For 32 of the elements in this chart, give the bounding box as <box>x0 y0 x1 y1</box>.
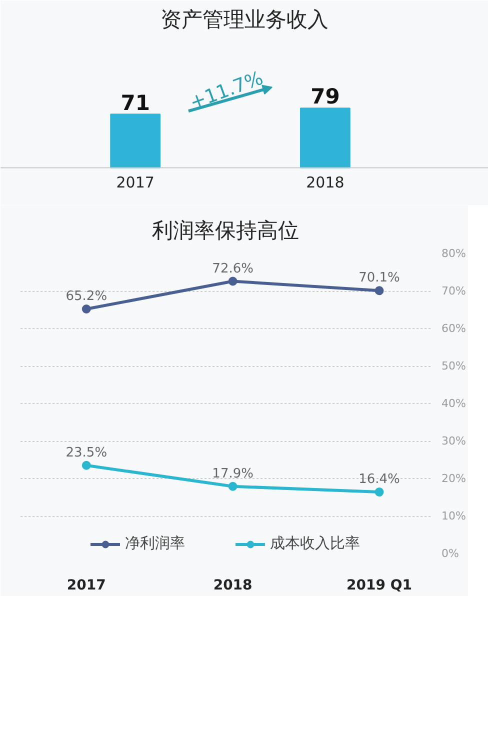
point <box>82 460 91 470</box>
point <box>228 276 238 286</box>
point <box>228 482 238 491</box>
data-label: 17.9% <box>212 466 254 482</box>
point <box>374 488 384 496</box>
data-label: 72.6% <box>212 261 254 276</box>
y-tick-label: 50% <box>442 360 466 372</box>
chart-title: 资产管理业务收入 <box>160 8 328 32</box>
point <box>82 304 91 314</box>
x-tick-label: 2019 Q1 <box>346 578 412 594</box>
y-tick-label: 70% <box>442 284 466 298</box>
y-tick-label: 60% <box>442 322 466 335</box>
y-tick-label: 40% <box>442 397 466 410</box>
data-label: 65.2% <box>66 289 108 304</box>
data-label: 16.4% <box>358 472 400 487</box>
y-tick-label: 80% <box>442 247 466 260</box>
x-tick-label: 2017 <box>116 174 154 192</box>
y-tick-label: 0% <box>442 547 459 560</box>
x-tick-label: 2017 <box>66 578 106 594</box>
data-label: 23.5% <box>66 445 108 460</box>
x-tick-label: 2018 <box>213 578 252 594</box>
data-label: 70.1% <box>358 270 400 286</box>
x-tick-label: 2018 <box>306 174 344 192</box>
chart-title: 利润率保持高位 <box>152 218 299 242</box>
y-tick-label: 30% <box>442 434 466 448</box>
legend-label: 成本收入比率 <box>270 534 360 553</box>
legend-label: 净利润率 <box>125 534 185 553</box>
data-label: 79 <box>310 84 340 108</box>
point <box>374 286 384 296</box>
y-tick-label: 20% <box>442 472 466 485</box>
y-tick-label: 10% <box>442 510 466 522</box>
data-label: 71 <box>120 90 150 115</box>
